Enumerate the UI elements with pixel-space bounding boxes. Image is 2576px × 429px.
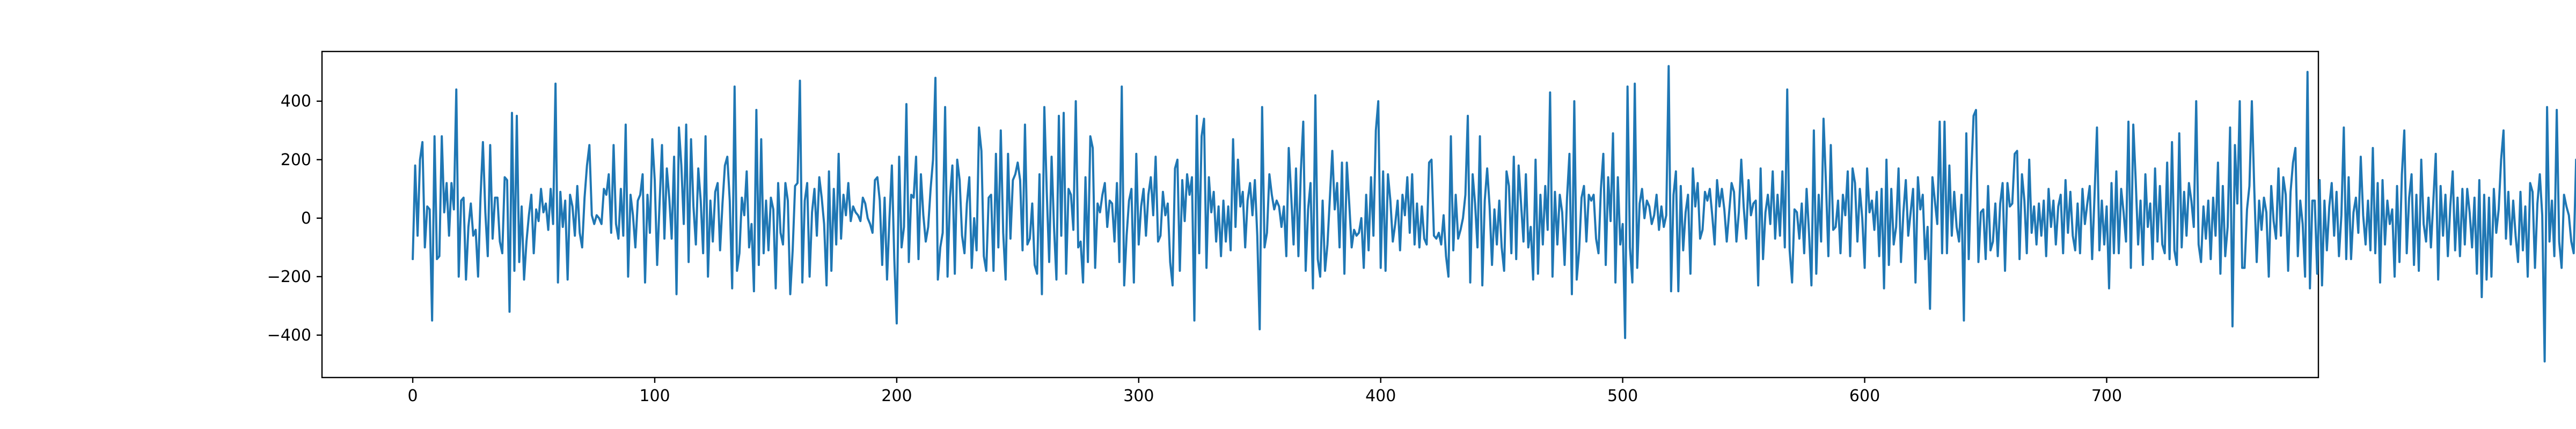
- x-tick-label: 200: [881, 387, 912, 405]
- y-tick-label: −400: [267, 326, 311, 345]
- x-tick-label: 700: [2091, 387, 2122, 405]
- y-tick-label: 0: [301, 209, 311, 228]
- x-tick-label: 400: [1365, 387, 1396, 405]
- y-tick-label: 200: [281, 151, 311, 169]
- x-axis: 0 100 200 300 400 500 600 700: [408, 378, 2122, 405]
- x-tick-label: 100: [639, 387, 670, 405]
- series-line: [412, 65, 2576, 363]
- x-tick-label: 500: [1607, 387, 1638, 405]
- y-tick-label: 400: [281, 92, 311, 111]
- x-tick-label: 300: [1123, 387, 1154, 405]
- plot-area: [412, 65, 2576, 363]
- x-tick-label: 0: [408, 387, 418, 405]
- y-axis: −400 −200 0 200 400: [267, 92, 322, 345]
- y-tick-label: −200: [267, 268, 311, 286]
- x-tick-label: 600: [1849, 387, 1880, 405]
